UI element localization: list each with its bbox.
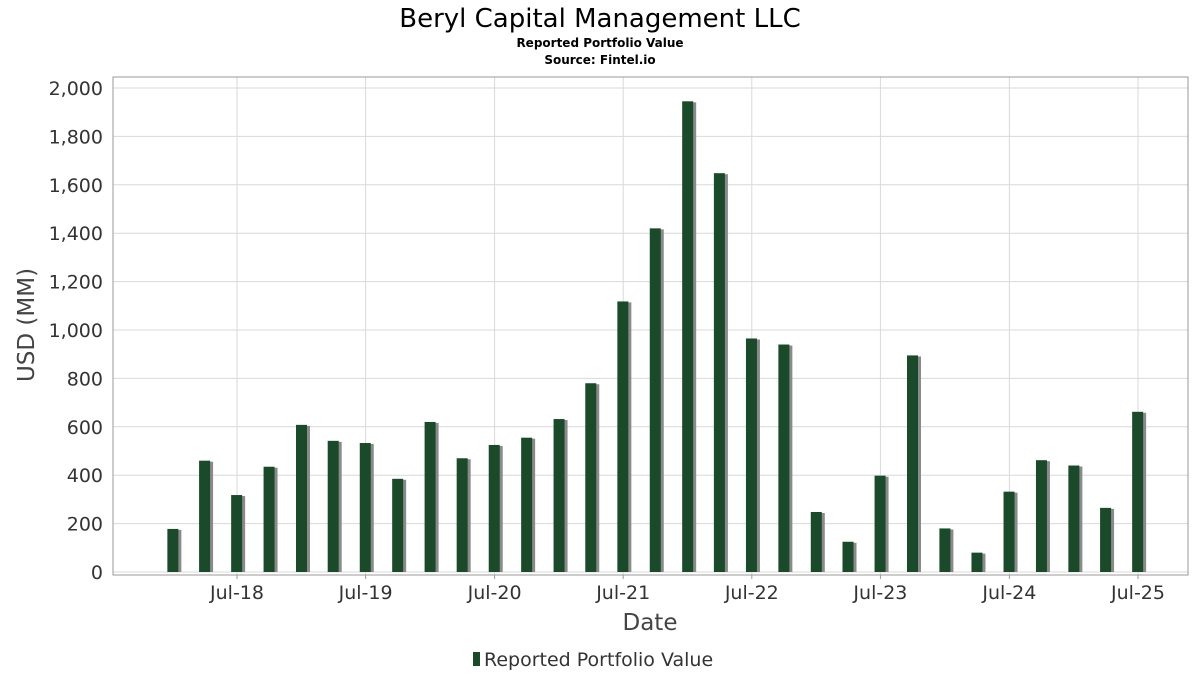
- x-axis-label: Date: [623, 610, 678, 636]
- bar-fill: [745, 338, 757, 572]
- chart-subtitle-line-1: Reported Portfolio Value: [516, 36, 683, 50]
- y-axis-ticks: 0 200 400 600 800 1,000 1,200 1,400 1,600 1,800 2,…: [49, 78, 103, 584]
- bar-fill: [778, 344, 790, 572]
- bar: [392, 478, 407, 572]
- bar-fill: [1132, 411, 1144, 572]
- bar-fill: [971, 552, 983, 572]
- x-tick-label: Jul-22: [724, 582, 779, 604]
- bar-fill: [521, 437, 533, 572]
- bar-fill: [939, 528, 951, 572]
- chart-subtitle-line-2: Source: Fintel.io: [544, 53, 655, 67]
- bar-fill: [1100, 507, 1112, 572]
- y-tick-label: 2,000: [49, 78, 103, 100]
- bar: [1100, 507, 1115, 572]
- bar-fill: [424, 421, 436, 572]
- bar-fill: [295, 424, 307, 572]
- bar: [745, 338, 760, 572]
- bar: [167, 528, 182, 572]
- bar: [1003, 491, 1018, 572]
- bar: [682, 101, 697, 572]
- bar: [263, 466, 278, 572]
- bar: [842, 541, 857, 572]
- bar-fill: [585, 383, 597, 572]
- bar: [585, 383, 600, 572]
- bar: [874, 475, 889, 572]
- bar-fill: [263, 466, 275, 572]
- x-tick-label: Jul-20: [467, 582, 522, 604]
- bar: [1035, 460, 1050, 572]
- bars: [167, 101, 1147, 573]
- y-tick-label: 600: [67, 417, 103, 439]
- bar: [906, 355, 921, 572]
- bar-fill: [1068, 465, 1080, 572]
- bar-fill: [649, 228, 661, 573]
- y-tick-label: 1,000: [49, 320, 103, 342]
- bar: [778, 344, 793, 572]
- bar: [199, 460, 214, 572]
- legend-swatch: [473, 652, 480, 666]
- legend: Reported Portfolio Value: [473, 649, 713, 671]
- bar-fill: [488, 444, 500, 572]
- bar: [617, 301, 632, 572]
- y-tick-label: 1,400: [49, 223, 103, 245]
- y-tick-label: 0: [91, 562, 103, 584]
- bar-fill: [1003, 491, 1015, 572]
- bar: [649, 228, 664, 573]
- bar-fill: [456, 458, 468, 572]
- legend-label: Reported Portfolio Value: [484, 649, 713, 671]
- x-tick-label: Jul-21: [595, 582, 650, 604]
- bar-fill: [199, 460, 211, 572]
- bar-fill: [553, 419, 565, 572]
- bar: [231, 495, 246, 572]
- bar: [810, 511, 825, 572]
- bar: [553, 419, 568, 572]
- bar: [456, 458, 471, 572]
- y-tick-label: 200: [67, 514, 103, 536]
- y-tick-label: 1,200: [49, 272, 103, 294]
- x-tick-label: Jul-24: [981, 582, 1036, 604]
- y-axis-label: USD (MM): [14, 268, 40, 382]
- bar-fill: [392, 478, 404, 572]
- chart-title: Beryl Capital Management LLC: [399, 4, 801, 34]
- bar: [713, 173, 728, 572]
- bar-fill: [231, 495, 243, 572]
- bar-fill: [167, 528, 179, 572]
- bar-fill: [682, 101, 694, 572]
- bar: [1132, 411, 1147, 572]
- bar: [939, 528, 954, 572]
- bar: [488, 444, 503, 572]
- bar-fill: [617, 301, 629, 572]
- bar-fill: [713, 173, 725, 572]
- x-tick-label: Jul-18: [209, 582, 264, 604]
- bar: [359, 443, 374, 572]
- bar-fill: [810, 511, 822, 572]
- y-tick-label: 400: [67, 465, 103, 487]
- bar: [971, 552, 986, 572]
- bar: [1068, 465, 1083, 572]
- bar-fill: [906, 355, 918, 572]
- bar-fill: [842, 541, 854, 572]
- x-tick-label: Jul-23: [852, 582, 907, 604]
- x-axis-ticks: Jul-18 Jul-19 Jul-20 Jul-21 Jul-22 Jul-23 Jul-…: [209, 575, 1165, 604]
- x-tick-label: Jul-19: [338, 582, 393, 604]
- x-tick-label: Jul-25: [1110, 582, 1165, 604]
- bar: [327, 440, 342, 572]
- y-tick-label: 800: [67, 368, 103, 390]
- bar-fill: [874, 475, 886, 572]
- bar: [295, 424, 310, 572]
- bar: [424, 421, 439, 572]
- bar-fill: [359, 443, 371, 572]
- y-tick-label: 1,800: [49, 126, 103, 148]
- plot-frame: [112, 76, 1189, 576]
- bar: [521, 437, 536, 572]
- y-tick-label: 1,600: [49, 175, 103, 197]
- bar-fill: [1035, 460, 1047, 572]
- bar-fill: [327, 440, 339, 572]
